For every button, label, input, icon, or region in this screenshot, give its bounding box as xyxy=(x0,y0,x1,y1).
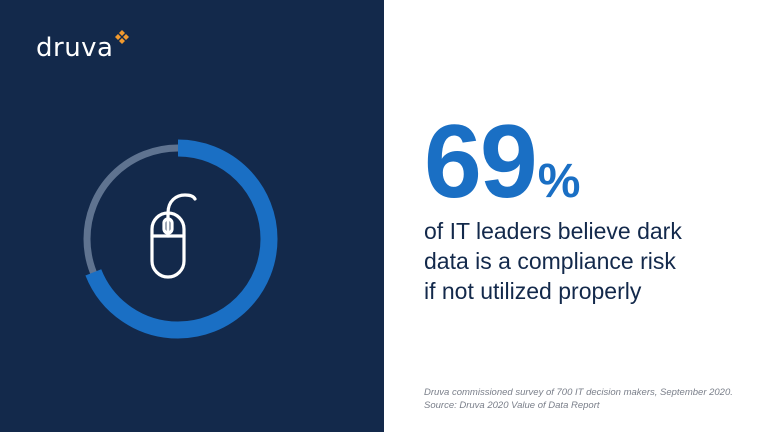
stat-description: of IT leaders believe dark data is a com… xyxy=(424,216,744,306)
computer-mouse-icon xyxy=(150,193,197,279)
ring-fill xyxy=(78,139,278,339)
druva-logo: druva xyxy=(36,30,129,64)
logo-text: druva xyxy=(36,33,114,63)
progress-ring xyxy=(78,139,278,339)
footnote-survey: Druva commissioned survey of 700 IT deci… xyxy=(424,387,733,398)
footnote-source: Source: Druva 2020 Value of Data Report xyxy=(424,400,600,411)
right-panel: 69% of IT leaders believe dark data is a… xyxy=(384,0,768,432)
left-panel: druva xyxy=(0,0,384,432)
stat-value: 69% xyxy=(424,106,580,238)
druva-logo-icon xyxy=(114,30,129,44)
stat-percent-sign: % xyxy=(537,155,581,208)
footnote: Druva commissioned survey of 700 IT deci… xyxy=(424,386,733,412)
stat-description-line: if not utilized properly xyxy=(424,278,642,304)
stat-description-line: of IT leaders believe dark xyxy=(424,218,682,244)
stat-description-line: data is a compliance risk xyxy=(424,248,676,274)
stat-number-digits: 69 xyxy=(424,104,538,220)
